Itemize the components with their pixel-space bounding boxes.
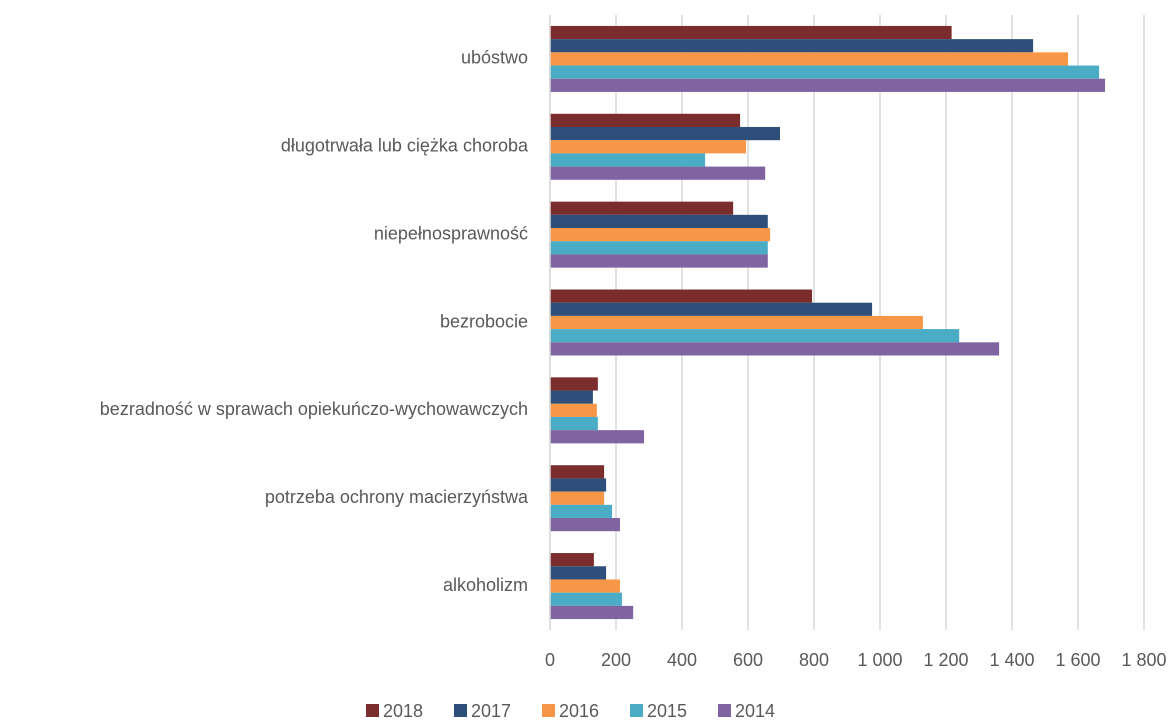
bar [550, 39, 1034, 53]
legend-label: 2018 [383, 701, 423, 720]
bar [550, 566, 607, 580]
x-tick-label: 600 [733, 650, 763, 670]
bar [550, 254, 768, 268]
bar [550, 289, 813, 303]
bar [550, 214, 768, 229]
bar [550, 228, 771, 242]
bar [550, 605, 634, 620]
bar [550, 241, 768, 255]
y-tick-label: bezrobocie [440, 311, 528, 331]
x-tick-label: 0 [545, 650, 555, 670]
bar [550, 430, 645, 444]
bar [550, 201, 734, 215]
y-tick-label: alkoholizm [443, 575, 528, 595]
bar [550, 329, 960, 343]
y-tick-label: potrzeba ochrony macierzyństwa [265, 487, 529, 507]
bar [550, 465, 605, 479]
x-tick-label: 1 600 [1055, 650, 1100, 670]
x-tick-label: 1 000 [857, 650, 902, 670]
bar [550, 579, 620, 593]
legend-label: 2016 [559, 701, 599, 720]
y-tick-label: długotrwała lub ciężka choroba [281, 136, 529, 156]
bar [550, 78, 1106, 92]
bar [550, 315, 923, 330]
bar [550, 65, 1100, 79]
bar [550, 592, 622, 606]
bar [550, 302, 873, 316]
bar [550, 25, 952, 40]
bar [550, 403, 597, 417]
x-tick-label: 1 200 [923, 650, 968, 670]
bar [550, 416, 598, 431]
bar [550, 140, 747, 154]
legend-swatch [630, 704, 643, 717]
bar [550, 153, 706, 167]
legend-label: 2014 [735, 701, 775, 720]
x-tick-label: 1 800 [1121, 650, 1166, 670]
x-tick-label: 400 [667, 650, 697, 670]
legend-label: 2017 [471, 701, 511, 720]
y-tick-label: ubóstwo [461, 48, 528, 68]
legend-swatch [542, 704, 555, 717]
legend-swatch [454, 704, 467, 717]
bar [550, 166, 766, 180]
legend-swatch [718, 704, 731, 717]
bar [550, 377, 598, 391]
bar [550, 126, 781, 141]
bar [550, 478, 607, 492]
bar [550, 491, 605, 505]
bar [550, 518, 620, 532]
bar [550, 553, 594, 567]
legend-swatch [366, 704, 379, 717]
bar [550, 390, 593, 404]
legend-label: 2015 [647, 701, 687, 720]
x-tick-label: 800 [799, 650, 829, 670]
bar [550, 342, 1000, 356]
bar [550, 504, 613, 519]
x-tick-label: 1 400 [989, 650, 1034, 670]
x-tick-label: 200 [601, 650, 631, 670]
bar [550, 52, 1069, 66]
y-tick-label: niepełnosprawność [374, 223, 528, 243]
bar [550, 113, 741, 127]
y-tick-label: bezradność w sprawach opiekuńczo-wychowa… [100, 399, 528, 419]
